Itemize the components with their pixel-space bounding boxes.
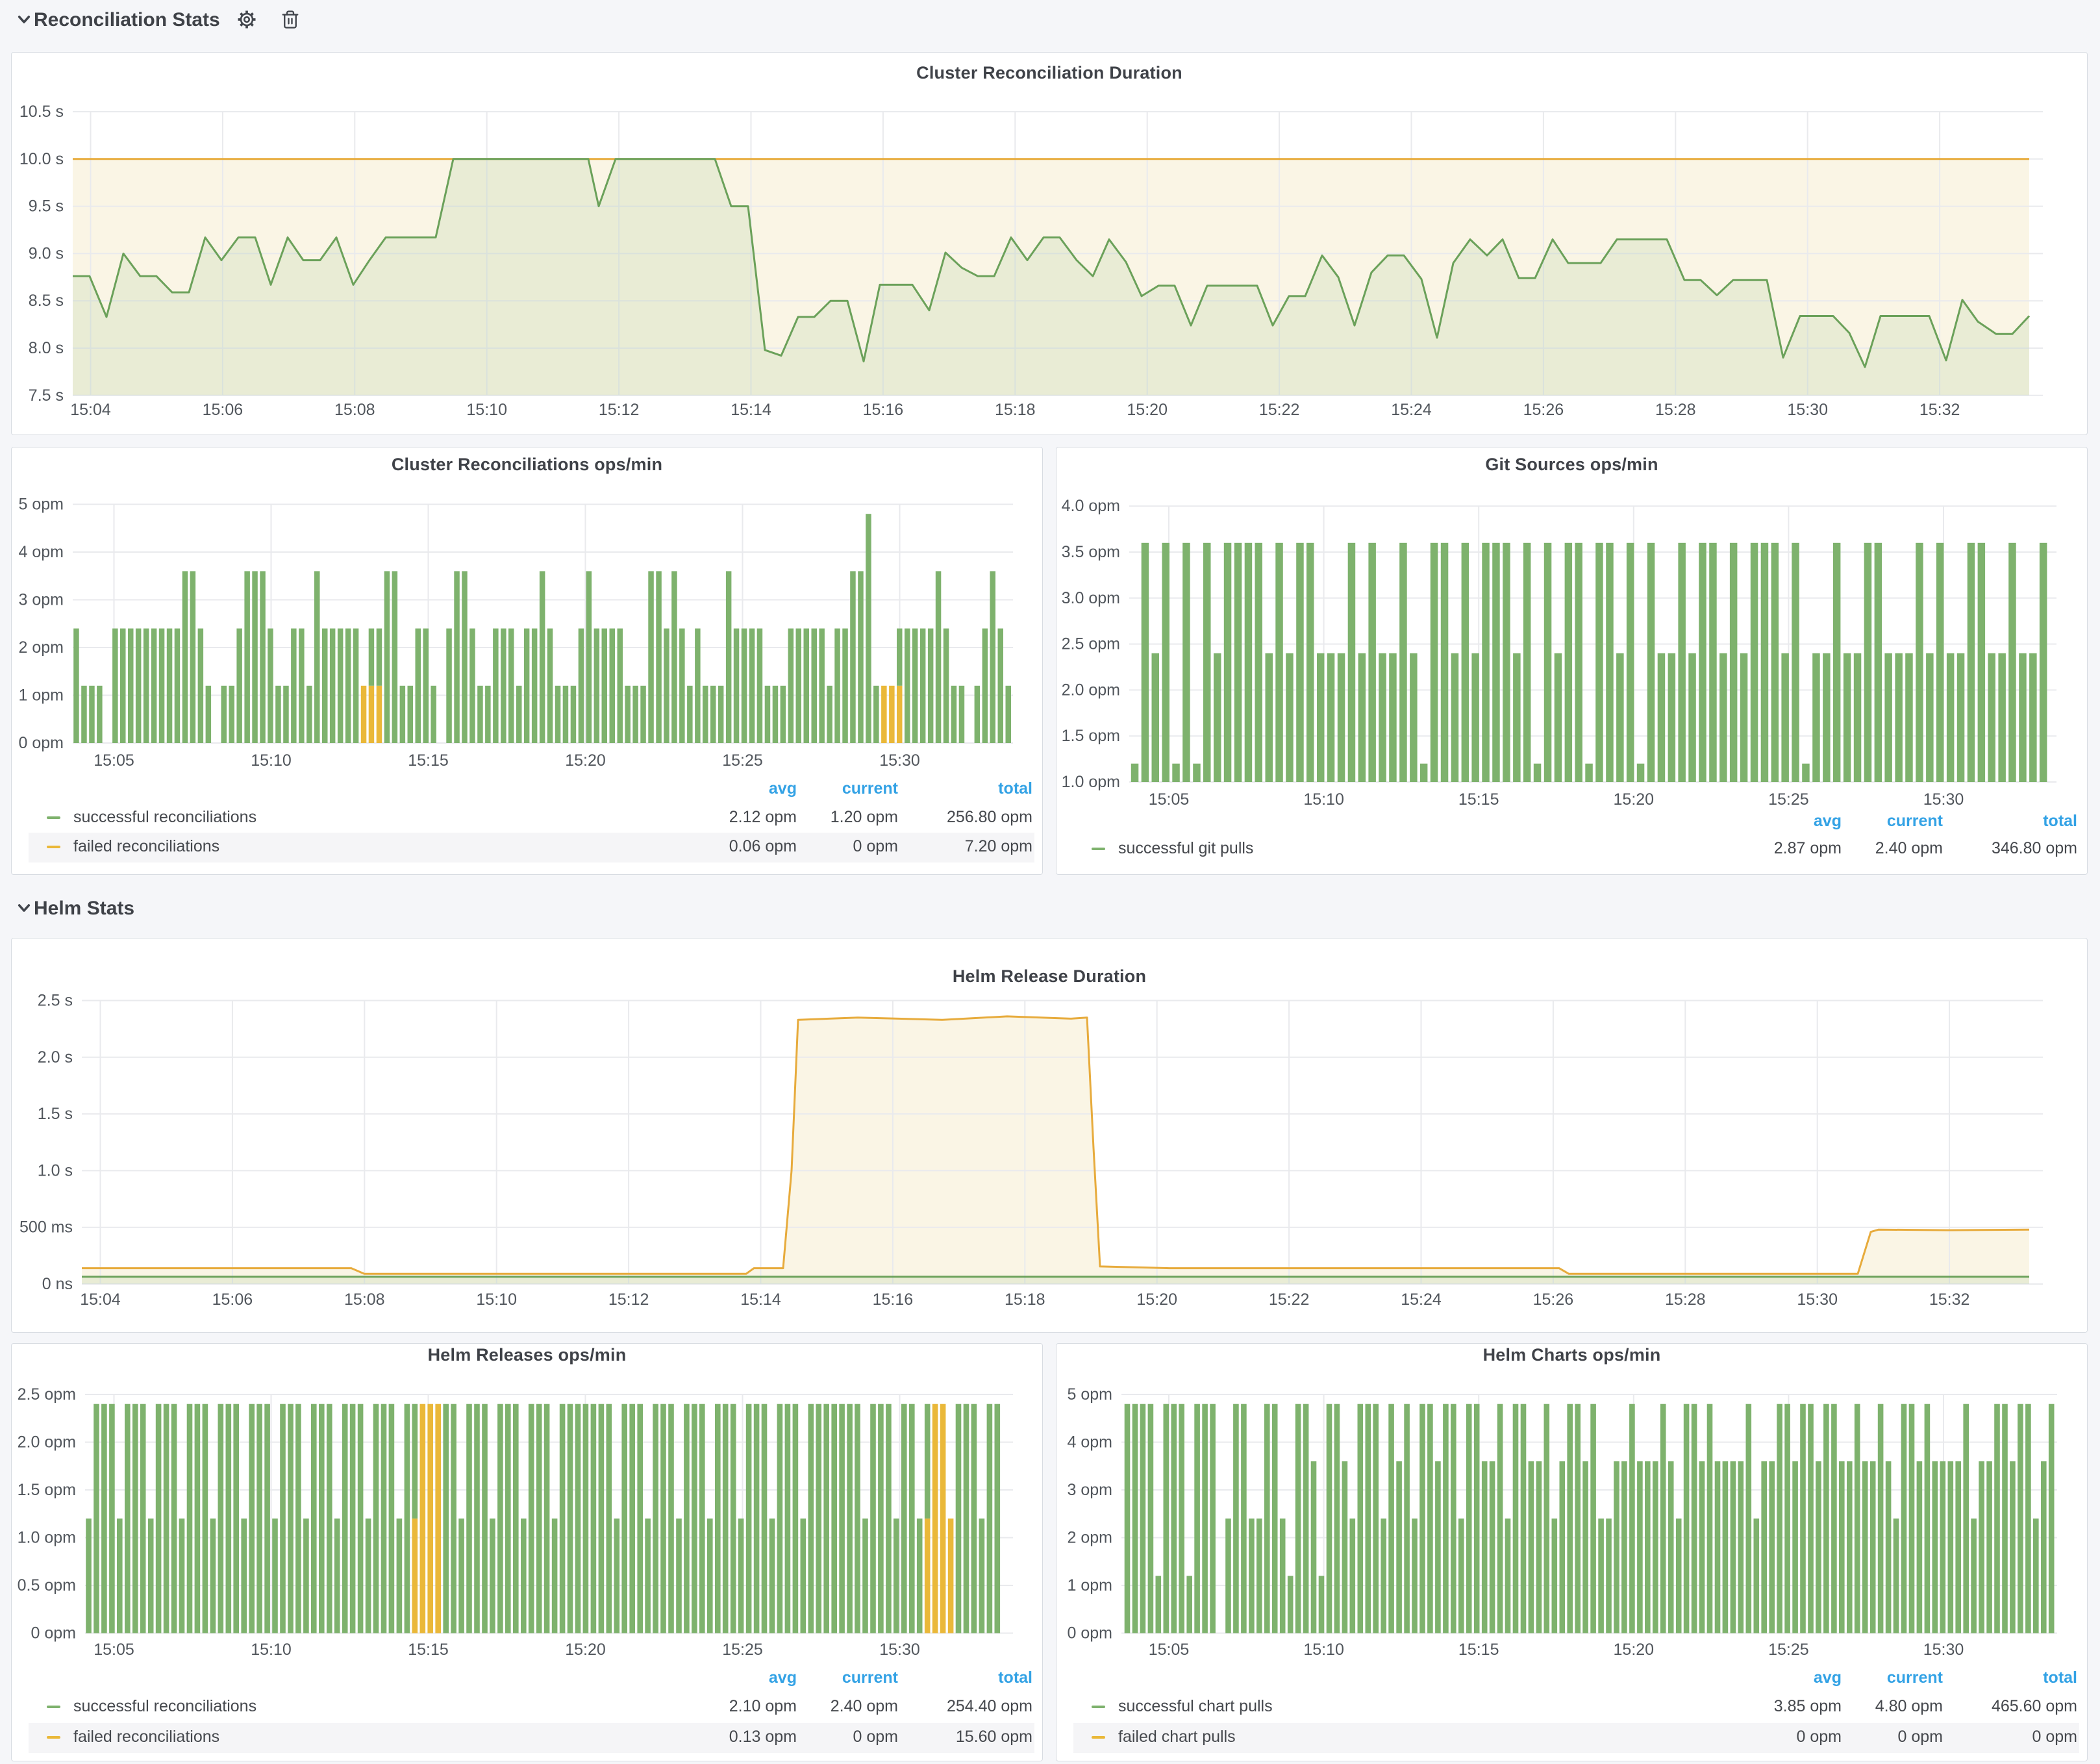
svg-text:1.5 s: 1.5 s xyxy=(38,1105,73,1123)
svg-text:15:12: 15:12 xyxy=(608,1291,649,1309)
svg-text:0 ns: 0 ns xyxy=(42,1275,73,1293)
svg-text:15:30: 15:30 xyxy=(879,751,920,770)
svg-text:15:05: 15:05 xyxy=(94,751,134,770)
svg-text:15:22: 15:22 xyxy=(1269,1291,1310,1309)
svg-text:15:32: 15:32 xyxy=(1919,401,1960,419)
svg-text:500 ms: 500 ms xyxy=(19,1218,73,1237)
svg-text:3.5 opm: 3.5 opm xyxy=(1062,543,1120,561)
svg-text:15:05: 15:05 xyxy=(1149,790,1190,809)
svg-text:1.0 opm: 1.0 opm xyxy=(18,1529,76,1547)
svg-text:15:08: 15:08 xyxy=(334,401,375,419)
svg-text:2 opm: 2 opm xyxy=(1068,1529,1112,1547)
svg-text:15:20: 15:20 xyxy=(1136,1291,1177,1309)
svg-text:15:25: 15:25 xyxy=(722,1641,763,1659)
svg-text:2.5 opm: 2.5 opm xyxy=(18,1385,76,1404)
svg-text:15:04: 15:04 xyxy=(80,1291,121,1309)
svg-text:15:25: 15:25 xyxy=(1768,790,1809,809)
svg-text:15:08: 15:08 xyxy=(344,1291,385,1309)
svg-text:15:10: 15:10 xyxy=(466,401,507,419)
svg-text:15:10: 15:10 xyxy=(251,1641,292,1659)
svg-text:2.5 opm: 2.5 opm xyxy=(1062,635,1120,653)
svg-text:15:16: 15:16 xyxy=(863,401,904,419)
svg-text:15:30: 15:30 xyxy=(1923,790,1964,809)
svg-text:2.0 s: 2.0 s xyxy=(38,1048,73,1066)
svg-text:15:10: 15:10 xyxy=(1303,790,1344,809)
svg-text:15:24: 15:24 xyxy=(1401,1291,1442,1309)
svg-text:4 opm: 4 opm xyxy=(1068,1433,1112,1452)
svg-text:15:30: 15:30 xyxy=(1923,1641,1964,1659)
svg-text:15:15: 15:15 xyxy=(1458,790,1499,809)
svg-text:8.5 s: 8.5 s xyxy=(29,292,64,310)
svg-text:15:20: 15:20 xyxy=(565,1641,606,1659)
svg-text:15:32: 15:32 xyxy=(1929,1291,1970,1309)
svg-text:8.0 s: 8.0 s xyxy=(29,339,64,357)
svg-text:15:06: 15:06 xyxy=(212,1291,253,1309)
svg-text:15:30: 15:30 xyxy=(1797,1291,1838,1309)
svg-text:15:30: 15:30 xyxy=(879,1641,920,1659)
svg-text:15:24: 15:24 xyxy=(1391,401,1432,419)
svg-text:1.5 opm: 1.5 opm xyxy=(18,1481,76,1499)
svg-text:15:14: 15:14 xyxy=(731,401,771,419)
svg-text:9.5 s: 9.5 s xyxy=(29,197,64,216)
svg-text:1 opm: 1 opm xyxy=(19,687,64,705)
svg-text:10.0 s: 10.0 s xyxy=(19,150,64,168)
svg-text:15:20: 15:20 xyxy=(1614,1641,1655,1659)
svg-text:2.0 opm: 2.0 opm xyxy=(18,1433,76,1452)
svg-text:15:28: 15:28 xyxy=(1655,401,1696,419)
svg-text:5 opm: 5 opm xyxy=(19,496,64,514)
svg-text:3.0 opm: 3.0 opm xyxy=(1062,589,1120,607)
svg-text:15:12: 15:12 xyxy=(599,401,640,419)
svg-text:1.0 s: 1.0 s xyxy=(38,1161,73,1179)
svg-text:0 opm: 0 opm xyxy=(31,1624,76,1643)
svg-text:15:20: 15:20 xyxy=(1614,790,1655,809)
svg-text:15:15: 15:15 xyxy=(408,1641,449,1659)
svg-text:1.5 opm: 1.5 opm xyxy=(1062,727,1120,745)
svg-text:15:10: 15:10 xyxy=(1303,1641,1344,1659)
svg-text:3 opm: 3 opm xyxy=(1068,1481,1112,1499)
svg-text:15:14: 15:14 xyxy=(740,1291,781,1309)
svg-text:15:25: 15:25 xyxy=(1768,1641,1809,1659)
svg-text:15:05: 15:05 xyxy=(1149,1641,1190,1659)
svg-text:15:20: 15:20 xyxy=(565,751,606,770)
svg-text:15:15: 15:15 xyxy=(1458,1641,1499,1659)
svg-text:10.5 s: 10.5 s xyxy=(19,103,64,121)
svg-text:0 opm: 0 opm xyxy=(19,734,64,752)
svg-text:15:04: 15:04 xyxy=(70,401,111,419)
svg-text:15:18: 15:18 xyxy=(1005,1291,1045,1309)
svg-text:15:18: 15:18 xyxy=(995,401,1036,419)
svg-text:3 opm: 3 opm xyxy=(19,591,64,609)
svg-text:9.0 s: 9.0 s xyxy=(29,244,64,262)
svg-text:0 opm: 0 opm xyxy=(1068,1624,1112,1643)
svg-text:15:05: 15:05 xyxy=(94,1641,134,1659)
svg-text:4 opm: 4 opm xyxy=(19,543,64,561)
svg-text:15:22: 15:22 xyxy=(1259,401,1300,419)
svg-text:2.5 s: 2.5 s xyxy=(38,992,73,1010)
svg-text:4.0 opm: 4.0 opm xyxy=(1062,497,1120,515)
svg-text:7.5 s: 7.5 s xyxy=(29,386,64,405)
svg-text:15:16: 15:16 xyxy=(873,1291,914,1309)
svg-text:5 opm: 5 opm xyxy=(1068,1385,1112,1404)
svg-text:15:06: 15:06 xyxy=(203,401,244,419)
svg-text:15:20: 15:20 xyxy=(1127,401,1168,419)
svg-text:1.0 opm: 1.0 opm xyxy=(1062,773,1120,791)
svg-text:15:15: 15:15 xyxy=(408,751,449,770)
svg-text:1 opm: 1 opm xyxy=(1068,1576,1112,1594)
svg-text:15:26: 15:26 xyxy=(1533,1291,1574,1309)
svg-text:15:28: 15:28 xyxy=(1665,1291,1706,1309)
svg-text:15:30: 15:30 xyxy=(1787,401,1828,419)
svg-text:15:26: 15:26 xyxy=(1523,401,1564,419)
svg-text:15:10: 15:10 xyxy=(476,1291,517,1309)
svg-text:15:25: 15:25 xyxy=(722,751,763,770)
svg-text:2 opm: 2 opm xyxy=(19,638,64,657)
svg-text:15:10: 15:10 xyxy=(251,751,292,770)
svg-text:0.5 opm: 0.5 opm xyxy=(18,1576,76,1594)
svg-text:2.0 opm: 2.0 opm xyxy=(1062,681,1120,699)
